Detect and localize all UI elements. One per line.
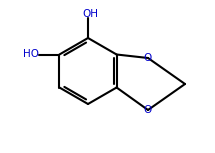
Text: O: O	[144, 105, 152, 115]
Text: OH: OH	[82, 9, 98, 19]
Text: HO: HO	[23, 49, 39, 58]
Text: O: O	[144, 53, 152, 63]
